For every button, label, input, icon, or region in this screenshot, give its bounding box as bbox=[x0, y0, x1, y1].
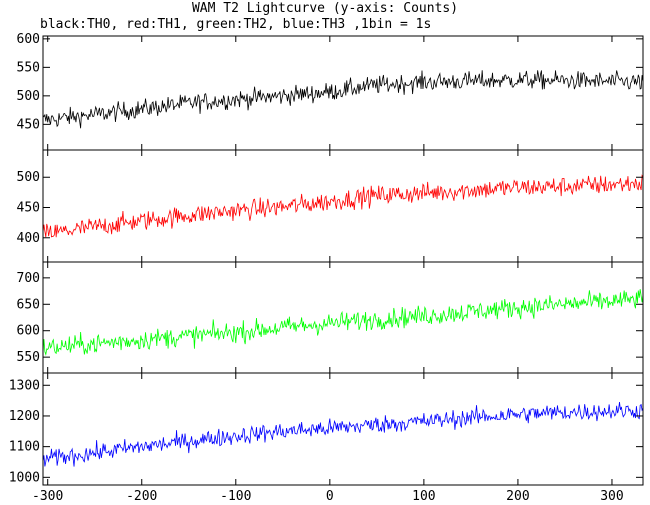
chart-title: WAM T2 Lightcurve (y-axis: Counts) bbox=[191, 1, 459, 16]
xtick-label-0: 0 bbox=[326, 489, 334, 504]
ytick-label-TH0-500: 500 bbox=[17, 89, 40, 104]
series-TH0-line bbox=[43, 70, 643, 129]
ytick-label-TH2-650: 650 bbox=[17, 297, 40, 312]
series-TH1-line bbox=[43, 174, 643, 238]
ytick-label-TH2-550: 550 bbox=[17, 350, 40, 365]
ytick-label-TH3-1200: 1200 bbox=[9, 409, 40, 424]
ytick-label-TH1-400: 400 bbox=[17, 231, 40, 246]
ytick-label-TH1-500: 500 bbox=[17, 170, 40, 185]
ytick-label-TH3-1100: 1100 bbox=[9, 440, 40, 455]
ytick-label-TH0-600: 600 bbox=[17, 32, 40, 47]
ytick-label-TH1-450: 450 bbox=[17, 201, 40, 216]
xtick-label--100: -100 bbox=[220, 489, 251, 504]
xtick-label--300: -300 bbox=[32, 489, 63, 504]
ytick-label-TH3-1300: 1300 bbox=[9, 378, 40, 393]
series-TH3-line bbox=[43, 401, 643, 467]
ytick-label-TH2-700: 700 bbox=[17, 271, 40, 286]
ytick-label-TH2-600: 600 bbox=[17, 324, 40, 339]
ytick-label-TH0-450: 450 bbox=[17, 117, 40, 132]
panel-TH3-frame bbox=[42, 372, 644, 486]
xtick-label-200: 200 bbox=[506, 489, 529, 504]
ytick-label-TH0-550: 550 bbox=[17, 60, 40, 75]
chart-subtitle: black:TH0, red:TH1, green:TH2, blue:TH3 … bbox=[40, 17, 432, 32]
xtick-label-300: 300 bbox=[600, 489, 623, 504]
ytick-label-TH3-1000: 1000 bbox=[9, 470, 40, 485]
series-TH2-line bbox=[43, 289, 643, 356]
xtick-label-100: 100 bbox=[412, 489, 435, 504]
panel-TH2-frame bbox=[42, 261, 644, 374]
xtick-label--200: -200 bbox=[126, 489, 157, 504]
panel-TH1-frame bbox=[42, 149, 644, 263]
